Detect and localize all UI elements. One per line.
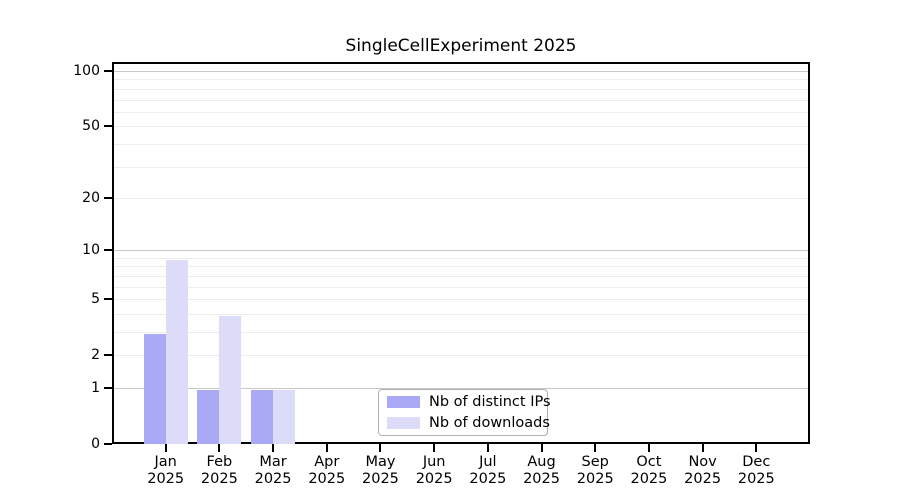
x-tick-year: 2025 (254, 471, 292, 487)
x-tick (433, 444, 436, 452)
x-tick-label: Mar 2025 (231, 454, 315, 488)
gridline-minor (114, 88, 808, 90)
x-tick-month: Jul (479, 454, 497, 470)
gridline-major (114, 387, 808, 389)
gridline-minor (114, 355, 808, 357)
y-tick (104, 249, 112, 252)
y-tick-label: 20 (82, 189, 100, 206)
chart-title: SingleCellExperiment 2025 (345, 36, 577, 56)
gridline-minor (114, 286, 808, 288)
y-tick (104, 196, 112, 199)
x-tick-month: Nov (688, 454, 717, 470)
x-tick-label: Jul 2025 (446, 454, 530, 488)
x-tick-label: Dec 2025 (714, 454, 798, 488)
x-tick (540, 444, 543, 452)
legend-swatch-downloads (387, 417, 420, 429)
y-tick-label: 50 (82, 118, 100, 135)
legend-swatch-distinct-ips (387, 396, 420, 408)
x-tick-month: Apr (314, 454, 340, 470)
x-tick-year: 2025 (469, 471, 507, 487)
x-tick (218, 444, 221, 452)
y-tick-label: 100 (73, 63, 100, 80)
gridline-minor (114, 331, 808, 333)
x-tick (379, 444, 382, 452)
bar-distinct-ips-jan (143, 333, 166, 444)
bar-distinct-ips-mar (251, 389, 274, 444)
gridline-minor (114, 257, 808, 259)
bar-downloads-feb (219, 315, 242, 444)
y-tick (104, 298, 112, 301)
x-tick-label: Apr 2025 (285, 454, 369, 488)
x-tick (594, 444, 597, 452)
x-tick (647, 444, 650, 452)
x-tick-month: Oct (636, 454, 662, 470)
legend-item-downloads: Nb of downloads (379, 414, 550, 432)
x-tick-month: May (365, 454, 396, 470)
x-tick-year: 2025 (308, 471, 346, 487)
x-tick-month: Jan (154, 454, 177, 470)
x-tick-month: Mar (259, 454, 287, 470)
x-tick-label: Jan 2025 (124, 454, 208, 488)
x-tick-month: Feb (206, 454, 233, 470)
y-tick-label: 0 (91, 436, 100, 452)
x-tick-year: 2025 (362, 471, 399, 487)
legend-item-distinct-ips: Nb of distinct IPs (379, 393, 551, 411)
y-tick (104, 354, 112, 357)
x-tick-year: 2025 (523, 471, 560, 487)
x-tick-year: 2025 (576, 471, 614, 487)
gridline-minor (114, 126, 808, 128)
bar-downloads-jan (165, 259, 188, 444)
x-tick-year: 2025 (147, 471, 185, 487)
x-tick-label: Aug 2025 (500, 454, 584, 488)
legend-label-distinct-ips: Nb of distinct IPs (429, 394, 551, 410)
bar-distinct-ips-feb (197, 389, 220, 444)
gridline-major (114, 250, 808, 252)
x-tick-year: 2025 (630, 471, 668, 487)
y-tick (104, 443, 112, 445)
x-tick-year: 2025 (415, 471, 453, 487)
x-tick-month: Dec (742, 454, 771, 470)
x-tick-month: Jun (422, 454, 446, 470)
gridline-major (114, 71, 808, 73)
x-tick (272, 444, 275, 452)
gridline-minor (114, 79, 808, 81)
y-tick (104, 70, 112, 73)
x-tick-year: 2025 (684, 471, 722, 487)
gridline-minor (114, 275, 808, 277)
y-tick-label: 2 (91, 347, 100, 364)
x-tick (486, 444, 489, 452)
bar-downloads-mar (273, 389, 296, 444)
gridline-minor (114, 266, 808, 268)
chart-legend: Nb of distinct IPs Nb of downloads (378, 389, 551, 436)
gridline-minor (114, 143, 808, 145)
y-tick-label: 1 (91, 379, 100, 396)
x-tick-label: Jun 2025 (392, 454, 476, 488)
x-tick (701, 444, 704, 452)
gridline-minor (114, 299, 808, 301)
x-tick-label: Nov 2025 (661, 454, 745, 488)
x-tick-label: Sep 2025 (553, 454, 637, 488)
gridline-minor (114, 166, 808, 168)
x-tick-label: Feb 2025 (177, 454, 261, 488)
gridline-minor (114, 197, 808, 199)
plot-area (112, 62, 810, 444)
gridline-minor (114, 313, 808, 315)
y-tick (104, 125, 112, 128)
gridline-minor (114, 99, 808, 101)
y-tick-label: 5 (91, 291, 100, 308)
x-tick-month: Aug (527, 454, 556, 470)
x-tick-year: 2025 (737, 471, 775, 487)
x-tick-year: 2025 (200, 471, 238, 487)
y-tick (104, 386, 112, 389)
x-tick (755, 444, 758, 452)
gridline-minor (114, 111, 808, 113)
x-tick-label: May 2025 (338, 454, 422, 488)
legend-label-downloads: Nb of downloads (429, 415, 550, 431)
x-tick-month: Sep (581, 454, 609, 470)
x-tick (325, 444, 328, 452)
x-tick-label: Oct 2025 (607, 454, 691, 488)
y-tick-label: 10 (82, 242, 100, 259)
x-tick (164, 444, 167, 452)
